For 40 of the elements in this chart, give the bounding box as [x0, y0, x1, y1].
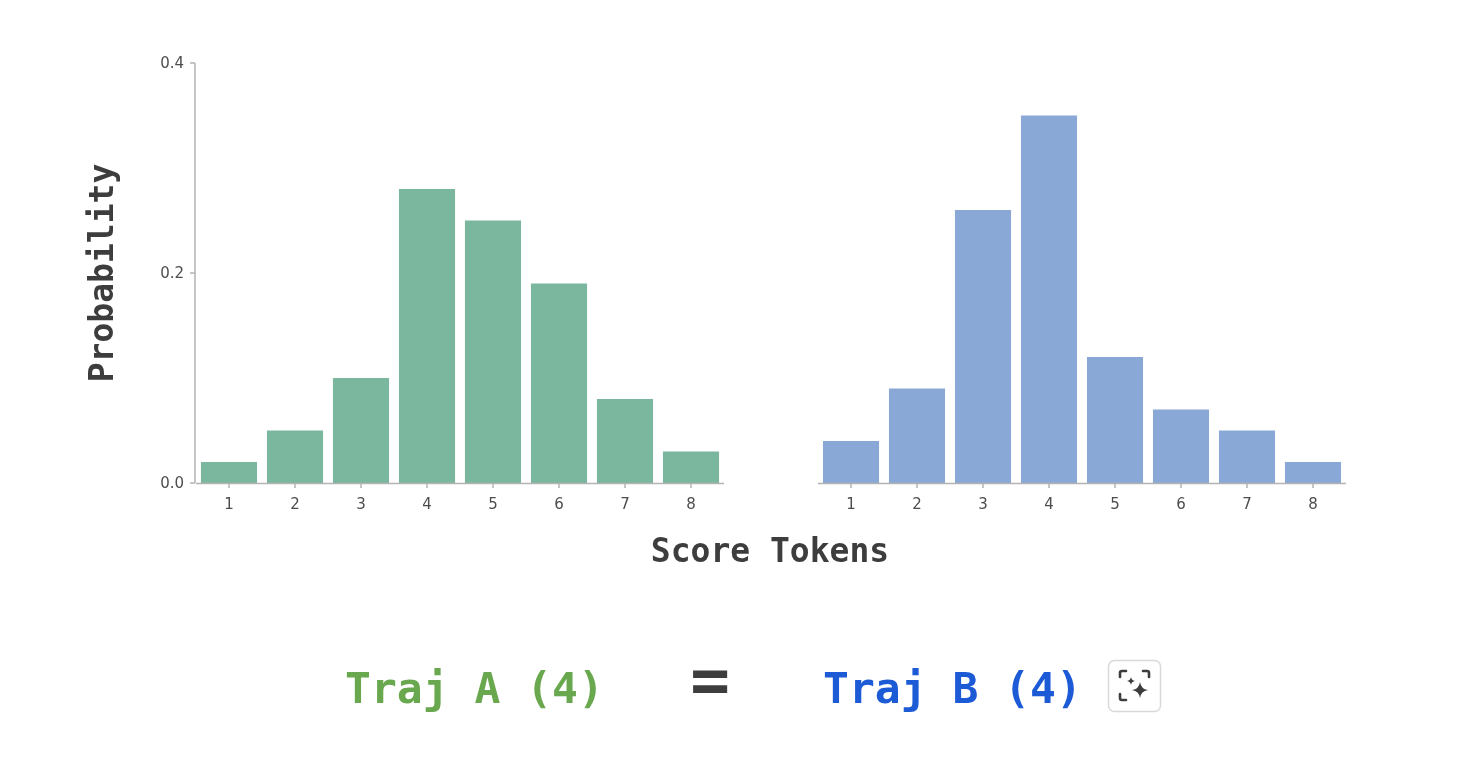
x-tick-label: 6 [1176, 495, 1186, 513]
x-tick-label: 4 [1044, 495, 1054, 513]
x-tick-label: 4 [422, 495, 432, 513]
bar [662, 451, 720, 483]
text: = [690, 642, 730, 719]
x-tick-label: 3 [978, 495, 988, 513]
text: Traj A (4) [345, 663, 604, 713]
bar [1020, 115, 1078, 483]
text: Traj B (4) [823, 663, 1082, 713]
bar [954, 210, 1012, 483]
x-axis-title: Score Tokens [650, 531, 890, 570]
bar [530, 283, 588, 483]
bar [1284, 462, 1342, 483]
x-tick-label: 5 [488, 495, 498, 513]
bar [1218, 430, 1276, 483]
bar [888, 388, 946, 483]
x-tick-label: 7 [1242, 495, 1252, 513]
x-tick-label: 3 [356, 495, 366, 513]
bar [464, 220, 522, 483]
bar [398, 189, 456, 483]
bar [822, 441, 880, 483]
bar [200, 462, 258, 483]
x-tick-label: 2 [912, 495, 922, 513]
x-tick-label: 1 [224, 495, 234, 513]
x-tick-label: 8 [686, 495, 696, 513]
y-tick-label: 0.2 [160, 264, 184, 283]
x-tick-label: 5 [1110, 495, 1120, 513]
bar [596, 399, 654, 483]
x-tick-label: 8 [1308, 495, 1318, 513]
y-tick-label: 0.4 [160, 54, 184, 73]
bar [1086, 357, 1144, 483]
bar [332, 378, 390, 483]
bar [1152, 409, 1210, 483]
x-tick-label: 6 [554, 495, 564, 513]
y-tick-label: 0.0 [160, 474, 184, 493]
bar [266, 430, 324, 483]
x-tick-label: 2 [290, 495, 300, 513]
y-axis-title: Probability [82, 163, 121, 383]
x-tick-label: 1 [846, 495, 856, 513]
x-tick-label: 7 [620, 495, 630, 513]
